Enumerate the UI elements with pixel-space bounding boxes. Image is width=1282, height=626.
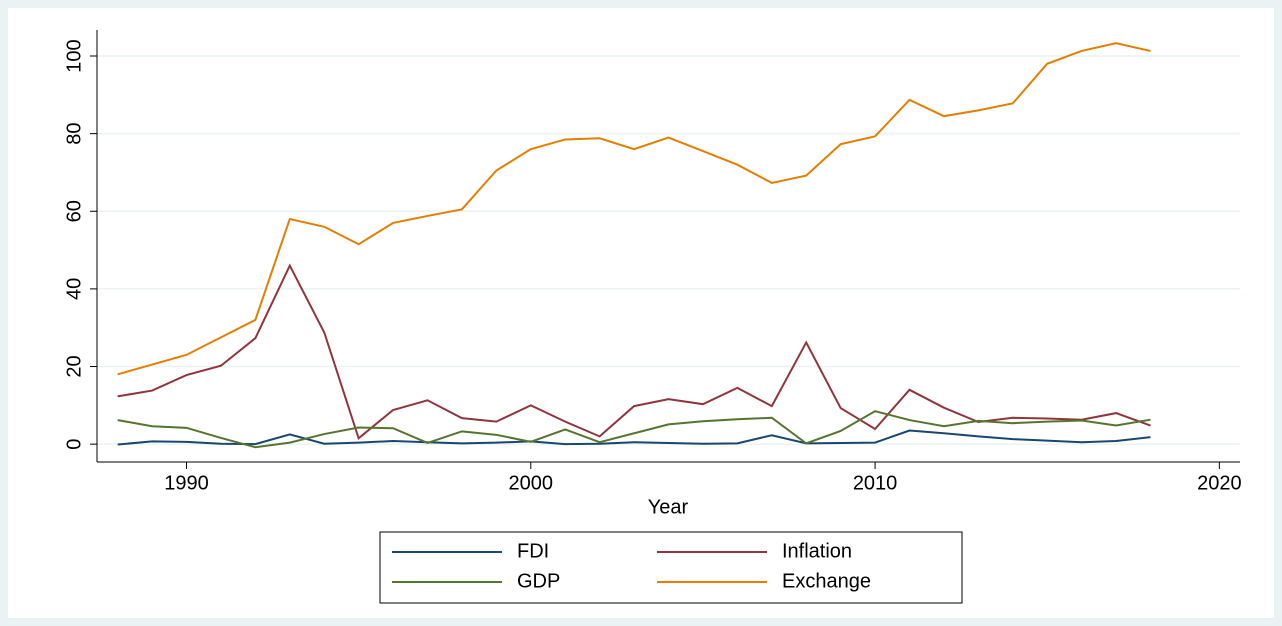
y-tick-label: 20 (63, 355, 85, 377)
series-line (117, 429, 1151, 446)
legend-label: Exchange (782, 570, 871, 592)
x-tick-label: 2020 (1197, 472, 1242, 494)
legend-label: FDI (517, 540, 549, 562)
y-tick-label: 100 (63, 39, 85, 72)
y-tick-label: 40 (63, 278, 85, 300)
series-line (117, 410, 1151, 449)
legend-box (379, 531, 963, 604)
legend-label: GDP (517, 570, 560, 592)
series-line (117, 263, 1151, 441)
y-tick-label: 60 (63, 200, 85, 222)
plot-background (8, 8, 1274, 618)
legend-label: Inflation (782, 540, 852, 562)
series-line (117, 42, 1151, 376)
y-tick-label: 0 (63, 439, 85, 450)
y-tick-label: 80 (63, 123, 85, 145)
x-tick-label: 1990 (164, 472, 209, 494)
x-tick-label: 2000 (509, 472, 554, 494)
x-axis-label: Year (648, 496, 689, 518)
x-tick-label: 2010 (853, 472, 898, 494)
